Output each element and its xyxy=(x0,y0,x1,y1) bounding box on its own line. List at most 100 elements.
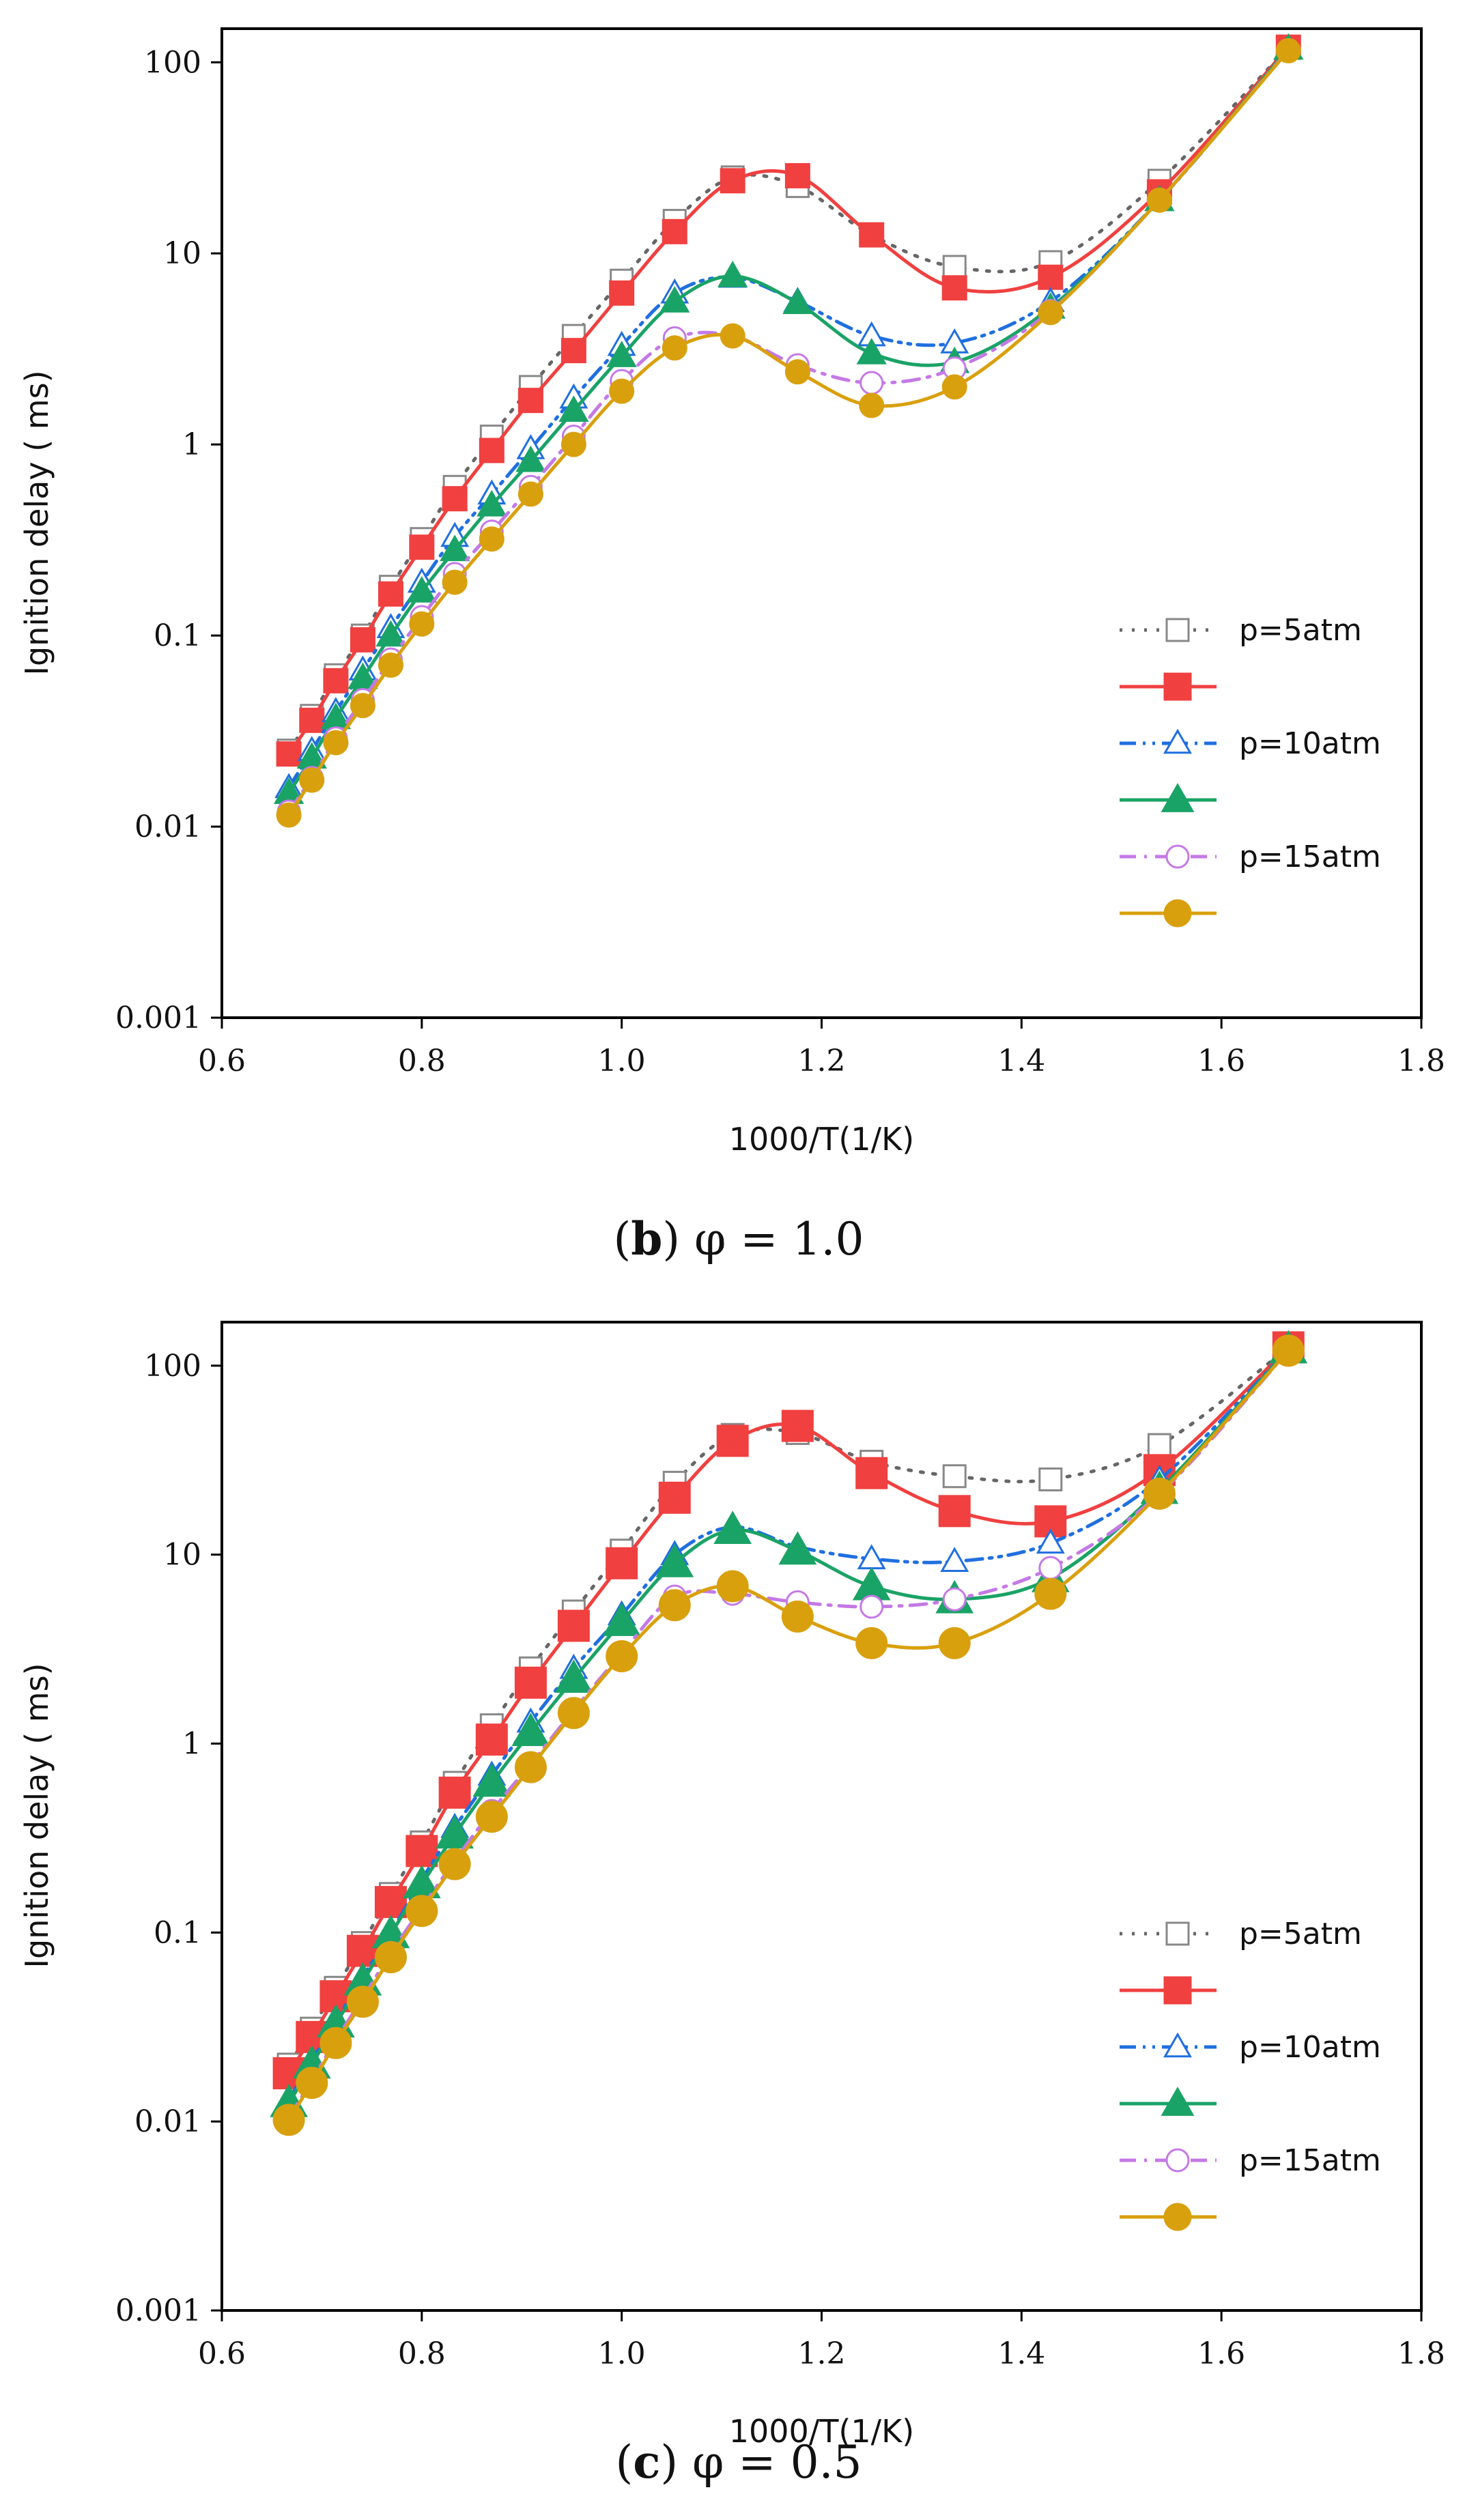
data-point xyxy=(1275,38,1301,63)
x-tick-label: 1.4 xyxy=(997,2336,1045,2371)
chart-panel-b: 0.001 0.01 0.1 1 10 100 0.6 0.8 1.0 1.2 1.4 1.6 1.8 1… xyxy=(18,27,1445,1265)
data-point xyxy=(557,1697,590,1730)
data-point xyxy=(475,1723,508,1756)
legend-label: p=15atm xyxy=(1239,840,1381,874)
legend: p=5atm p=10atm p=15atm xyxy=(1120,1917,1381,2231)
y-tick-label: 0.001 xyxy=(115,2293,201,2328)
data-point xyxy=(515,445,546,472)
data-point xyxy=(938,1495,971,1528)
data-point xyxy=(940,1547,969,1572)
data-point xyxy=(859,222,885,248)
y-tick-label: 10 xyxy=(163,1538,201,1573)
data-point xyxy=(436,1815,474,1849)
data-point xyxy=(347,662,378,689)
data-point xyxy=(855,1457,888,1489)
series-line xyxy=(287,45,1290,753)
series-p=10atm xyxy=(274,33,1303,799)
data-point xyxy=(517,388,543,414)
series-curve-5 xyxy=(276,38,1301,828)
data-point xyxy=(852,1566,891,1601)
x-tick-label: 1.8 xyxy=(1397,2336,1445,2371)
x-tick-label: 1.4 xyxy=(997,1044,1045,1078)
data-point xyxy=(350,693,375,719)
legend-label: p=5atm xyxy=(1239,613,1362,648)
data-point xyxy=(782,287,813,315)
data-point xyxy=(606,1640,638,1672)
data-point xyxy=(856,338,887,364)
legend-marker xyxy=(1163,2203,1192,2231)
data-point xyxy=(1272,1334,1305,1367)
series-curve-1 xyxy=(276,34,1301,767)
data-point xyxy=(406,1895,438,1928)
data-point xyxy=(1034,1577,1067,1610)
data-point xyxy=(781,1600,814,1633)
data-point xyxy=(296,2067,328,2100)
data-point xyxy=(602,1603,641,1636)
y-tick-label: 100 xyxy=(144,1349,201,1384)
data-point xyxy=(378,581,403,607)
data-point xyxy=(941,374,967,400)
data-point xyxy=(716,1570,749,1603)
data-point xyxy=(609,378,635,404)
x-tick-label: 0.6 xyxy=(198,1044,246,1078)
data-point xyxy=(1146,187,1172,213)
x-tick-label: 1.0 xyxy=(598,2336,646,2371)
x-tick-label: 1.0 xyxy=(598,1044,646,1078)
x-axis-title: 1000/T(1/K) xyxy=(729,2413,915,2450)
x-axis-title: 1000/T(1/K) xyxy=(729,1121,915,1158)
x-tick-label: 1.2 xyxy=(798,1044,846,1078)
legend-marker xyxy=(1165,844,1190,869)
data-point xyxy=(560,431,586,457)
data-point xyxy=(859,371,884,395)
data-point xyxy=(554,1659,593,1693)
legend-marker xyxy=(1163,728,1192,754)
series-p=5atm xyxy=(276,35,1301,763)
y-tick-label: 0.1 xyxy=(154,618,201,653)
data-point xyxy=(1038,264,1064,290)
data-point xyxy=(375,620,406,647)
data-point xyxy=(323,668,349,693)
data-point xyxy=(662,218,687,244)
data-point xyxy=(606,1547,638,1579)
data-point xyxy=(658,1481,691,1514)
data-point xyxy=(374,1941,407,1974)
y-tick-label: 0.1 xyxy=(154,1915,201,1950)
x-tick-label: 0.6 xyxy=(198,2336,246,2371)
series-line xyxy=(287,46,1290,795)
legend-marker xyxy=(1163,672,1192,701)
panel-caption: (c) φ = 0.5 xyxy=(615,2435,862,2489)
data-point xyxy=(409,534,435,560)
y-tick-label: 1 xyxy=(182,1726,201,1761)
data-point xyxy=(558,395,589,423)
data-point xyxy=(477,489,507,517)
data-point xyxy=(716,1424,749,1457)
data-point xyxy=(720,168,745,194)
data-point xyxy=(479,438,504,463)
data-point xyxy=(784,162,810,188)
series-p=10atm xyxy=(274,1334,1303,2110)
x-tick-label: 1.2 xyxy=(798,2336,846,2371)
legend-marker xyxy=(1165,1921,1190,1946)
y-tick-label: 0.01 xyxy=(134,2104,201,2139)
data-point xyxy=(557,1609,590,1642)
legend-marker xyxy=(1161,783,1195,812)
series-p=5atm xyxy=(276,1335,1301,2077)
data-point xyxy=(720,323,745,349)
data-point xyxy=(938,1627,971,1659)
series-line xyxy=(287,1347,1290,2102)
data-point xyxy=(560,338,586,364)
legend-marker xyxy=(1161,2087,1195,2116)
data-point xyxy=(299,767,325,793)
legend-marker xyxy=(1163,1976,1192,2005)
data-point xyxy=(717,261,748,287)
data-point xyxy=(1036,1528,1065,1554)
legend-marker xyxy=(1165,2148,1190,2173)
x-tick-label: 1.6 xyxy=(1197,1044,1245,1078)
series-line xyxy=(287,46,1290,790)
data-point xyxy=(378,652,403,678)
y-tick-label: 10 xyxy=(163,236,201,271)
data-point xyxy=(442,486,468,512)
data-point xyxy=(713,1510,752,1545)
series-curve-5 xyxy=(272,1334,1305,2136)
data-point xyxy=(941,275,967,301)
